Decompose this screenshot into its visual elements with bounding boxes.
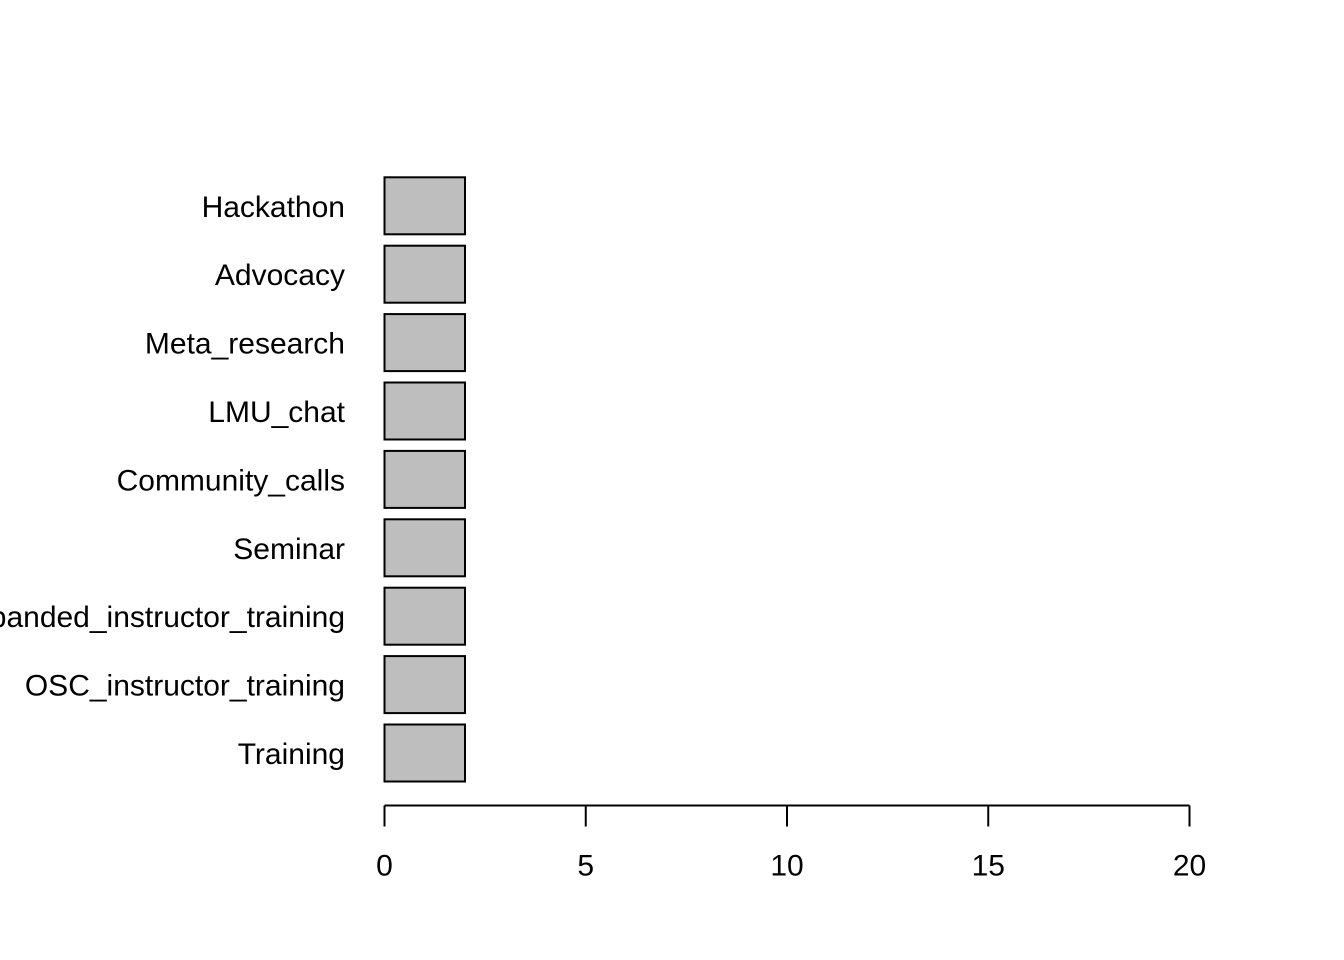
category-label: OSC_instructor_training <box>25 670 345 703</box>
bar-osc-instructor-training <box>383 655 466 715</box>
bar-lmu-chat <box>383 381 466 441</box>
category-label: Expanded_instructor_training <box>0 601 345 634</box>
category-label: LMU_chat <box>208 396 345 429</box>
category-labels: Training OSC_instructor_training Expanded_… <box>0 191 346 771</box>
x-tick-label: 0 <box>376 850 393 883</box>
x-tick-label: 20 <box>1173 850 1206 883</box>
bars <box>383 176 466 783</box>
category-label: Meta_research <box>145 328 345 361</box>
category-label: Training <box>238 738 345 771</box>
category-label: Seminar <box>233 533 345 566</box>
x-tick-label: 15 <box>972 850 1005 883</box>
category-label: Advocacy <box>215 259 345 292</box>
x-axis: 0 5 10 15 20 <box>376 804 1206 883</box>
bar-training <box>383 723 466 783</box>
bar-seminar <box>383 518 466 578</box>
x-tick-label: 5 <box>577 850 594 883</box>
x-tick-label: 10 <box>770 850 803 883</box>
bar-community-calls <box>383 449 466 509</box>
bar-meta-research <box>383 313 466 373</box>
bar-hackathon <box>383 176 466 236</box>
category-label: Community_calls <box>117 464 345 497</box>
bar-expanded-instructor-training <box>383 586 466 646</box>
bar-advocacy <box>383 244 466 304</box>
category-label: Hackathon <box>202 191 345 224</box>
